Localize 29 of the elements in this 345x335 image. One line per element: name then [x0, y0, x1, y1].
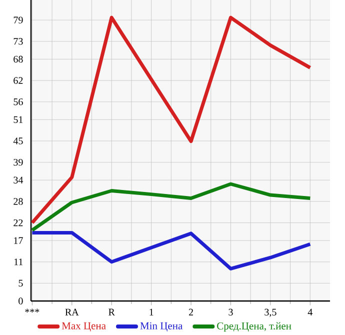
line-series: [30, 182, 312, 232]
y-tick-label: 51: [14, 116, 23, 123]
y-tick-label: 39: [14, 158, 23, 166]
y-tick-label: 34: [14, 176, 24, 184]
x-tick-label: R: [108, 308, 115, 316]
y-tick-label: 79: [14, 16, 23, 24]
x-tick-label: 2: [188, 308, 193, 316]
x-tick-label: 3,5: [264, 308, 276, 317]
x-tick-label: 3: [228, 308, 233, 316]
y-tick-label: 56: [14, 98, 23, 106]
legend-label: Сред.Цена, т.йен: [217, 322, 292, 332]
y-tick-label: 73: [14, 38, 23, 45]
y-tick-label: 22: [14, 219, 23, 226]
x-tick-label: ***: [25, 308, 40, 312]
y-tick-label: 62: [14, 77, 23, 84]
legend-label: Min Цена: [140, 322, 183, 332]
line-series: [30, 16, 312, 225]
y-tick-label: 11: [14, 258, 23, 266]
y-tick-label: 0: [18, 298, 23, 304]
y-tick-label: 45: [13, 138, 23, 144]
y-tick-label: 68: [14, 56, 23, 63]
x-tick-label: RA: [65, 308, 79, 316]
legend-label: Max Цена: [62, 322, 106, 332]
line-series: [30, 230, 312, 270]
y-tick-label: 5: [18, 280, 23, 287]
x-tick-label: 4: [308, 308, 312, 316]
y-tick-label: 17: [14, 237, 23, 244]
y-tick-label: 28: [14, 198, 23, 205]
x-tick-label: 1: [150, 308, 154, 316]
